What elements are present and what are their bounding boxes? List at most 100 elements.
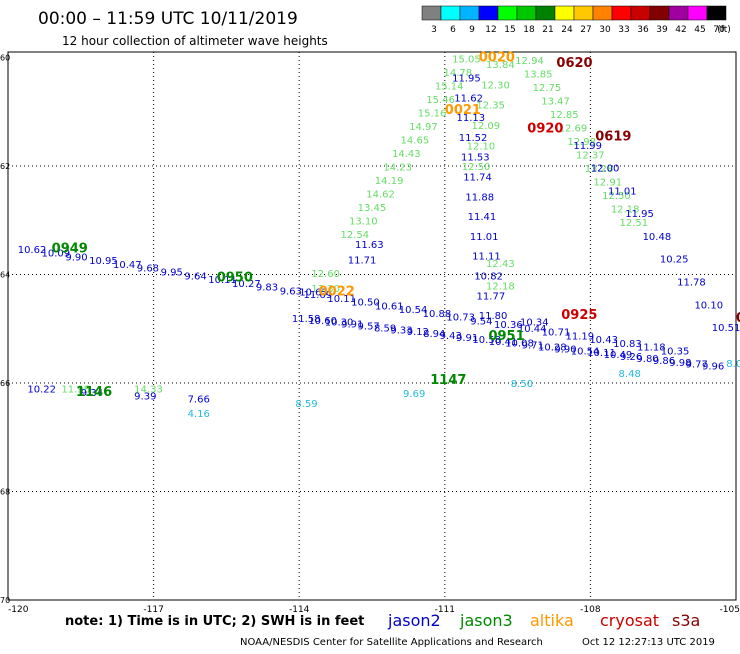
wave-height-value: 11.41 bbox=[468, 212, 497, 223]
wave-height-value: 9.83 bbox=[256, 283, 278, 294]
track-jason3: 13.84 12.30 12.35 12.09 12.10 12.50 bbox=[462, 60, 515, 173]
latitude-label: 66 bbox=[0, 379, 10, 388]
pass-time-label: 0022 bbox=[319, 285, 355, 300]
wave-height-value: 9.86 bbox=[653, 356, 675, 367]
color-scale-label: 3 bbox=[431, 25, 437, 35]
wave-height-value: 10.60 bbox=[308, 316, 337, 327]
color-swatch bbox=[611, 5, 632, 21]
wave-height-value: 10.43 bbox=[589, 335, 618, 346]
wave-height-value: 12.50 bbox=[462, 162, 491, 173]
wave-height-value: 10.11 bbox=[208, 275, 237, 286]
wave-height-value: 10.11 bbox=[327, 294, 356, 305]
color-swatch bbox=[478, 5, 499, 21]
wave-height-value: 13.85 bbox=[524, 70, 553, 81]
wave-height-value: 12.85 bbox=[550, 110, 579, 121]
wave-height-value: 10.49 bbox=[604, 350, 633, 361]
wave-height-value: 12.30 bbox=[481, 80, 510, 91]
wave-height-value: 13.84 bbox=[486, 60, 515, 71]
wave-height-value: 8.50 bbox=[511, 379, 533, 390]
color-scale-label: 45 bbox=[694, 25, 705, 35]
color-scale-label: 6 bbox=[450, 25, 456, 35]
wave-height-value: 11.99 bbox=[573, 141, 602, 152]
wave-height-value: 15.05 bbox=[452, 55, 481, 66]
latitude-label: 64 bbox=[0, 270, 10, 279]
satellite-legend-item: cryosat bbox=[600, 611, 659, 630]
wave-height-value: 10.51 bbox=[712, 323, 740, 334]
wave-height-value: 14.33 bbox=[134, 384, 163, 395]
wave-height-value: 12.60 bbox=[311, 269, 340, 280]
wave-height-value: 14.23 bbox=[383, 162, 412, 173]
color-scale-label: 36 bbox=[637, 25, 649, 35]
color-scale-label: 33 bbox=[618, 25, 629, 35]
color-scale-label: 24 bbox=[561, 25, 573, 35]
wave-height-value: 11.01 bbox=[608, 186, 637, 197]
wave-height-value: 9.95 bbox=[161, 268, 183, 279]
wave-height-value: 11.77 bbox=[477, 291, 506, 302]
color-swatch bbox=[649, 5, 670, 21]
wave-height-value: 10.27 bbox=[232, 279, 261, 290]
wave-height-value: 11.98 bbox=[61, 384, 90, 395]
wave-height-value: 9.96 bbox=[702, 362, 724, 373]
pass-time-label: 0950 bbox=[217, 271, 253, 286]
wave-height-value: 10.34 bbox=[520, 317, 549, 328]
color-scale-label: 27 bbox=[580, 25, 591, 35]
wave-height-value: 9.57 bbox=[358, 322, 380, 333]
wave-height-value: 10.09 bbox=[42, 249, 71, 260]
wave-height-value: 8.59 bbox=[295, 399, 317, 410]
color-swatch bbox=[497, 5, 518, 21]
wave-height-value: 11.62 bbox=[454, 93, 483, 104]
lat-lon-grid bbox=[8, 52, 736, 600]
color-scale-label: 30 bbox=[599, 25, 611, 35]
wave-height-value: 14.78 bbox=[443, 68, 472, 79]
wave-height-value: 9.91 bbox=[341, 320, 363, 331]
pass-time-label: 0620 bbox=[556, 56, 592, 71]
pass-time-label: 0949 bbox=[52, 241, 88, 256]
wave-height-value: 10.48 bbox=[643, 232, 672, 243]
wave-height-value: 10.88 bbox=[423, 309, 452, 320]
longitude-label: -114 bbox=[289, 605, 310, 615]
wave-height-value: 12.94 bbox=[515, 56, 544, 67]
wave-height-value: 11.74 bbox=[463, 173, 492, 184]
wave-height-value: 4.16 bbox=[188, 409, 210, 420]
latitude-labels: 60 62 64 66 68 70 bbox=[0, 53, 10, 605]
wave-height-value: 12.10 bbox=[467, 142, 496, 153]
wave-height-value: 15.16 bbox=[418, 108, 447, 119]
wave-height-value: 12.18 bbox=[486, 281, 515, 292]
wave-height-value: 11.19 bbox=[566, 331, 595, 342]
wave-height-value: 9.90 bbox=[554, 344, 576, 355]
wave-height-value: 10.83 bbox=[613, 339, 642, 350]
track-jason2: 10.22 9.34 9.39 7.66 bbox=[27, 384, 209, 405]
latitude-label: 60 bbox=[0, 53, 10, 62]
wave-height-value: 10.61 bbox=[375, 301, 404, 312]
wave-height-tracks: 15.05 14.78 15.14 15.46 15.16 14.97 14.65 14.43… bbox=[18, 55, 740, 420]
wave-height-value: 11.80 bbox=[479, 311, 508, 322]
wave-height-value: 11.53 bbox=[461, 153, 490, 164]
pass-time-label: 1147 bbox=[430, 373, 466, 388]
wave-height-value: 15.14 bbox=[435, 81, 464, 92]
wave-height-value: 12.54 bbox=[340, 230, 369, 241]
satellite-legend: jason2 jason3 altika cryosat s3a bbox=[387, 611, 700, 630]
credit-line: NOAA/NESDIS Center for Satellite Applica… bbox=[240, 637, 543, 648]
wave-height-value: 8.59 bbox=[374, 323, 396, 334]
wave-height-value: 13.45 bbox=[358, 203, 387, 214]
color-swatch bbox=[421, 5, 442, 21]
pass-time-label: 1146 bbox=[76, 385, 112, 400]
wave-height-value: 8.94 bbox=[423, 329, 445, 340]
wave-height-value: 13.47 bbox=[541, 97, 570, 108]
track-jason3: 12.43 12.18 bbox=[486, 259, 515, 292]
wave-height-value: 9.80 bbox=[636, 354, 658, 365]
map-subtitle: 12 hour collection of altimeter wave hei… bbox=[62, 34, 328, 48]
wave-height-value: 9.77 bbox=[686, 360, 708, 371]
pass-time-label: 0020 bbox=[479, 50, 515, 65]
satellite-legend-item: jason3 bbox=[459, 611, 513, 630]
wave-height-value: 11.78 bbox=[677, 278, 706, 289]
wave-height-value: 9.34 bbox=[81, 388, 103, 399]
wave-height-value: 12.51 bbox=[620, 218, 649, 229]
wave-height-value: 11.69 bbox=[304, 290, 333, 301]
color-scale-label: 9 bbox=[469, 25, 475, 35]
color-scale-label: 42 bbox=[675, 25, 686, 35]
wave-height-value: 11.95 bbox=[452, 74, 481, 85]
wave-height-value: 12.98 bbox=[567, 137, 596, 148]
